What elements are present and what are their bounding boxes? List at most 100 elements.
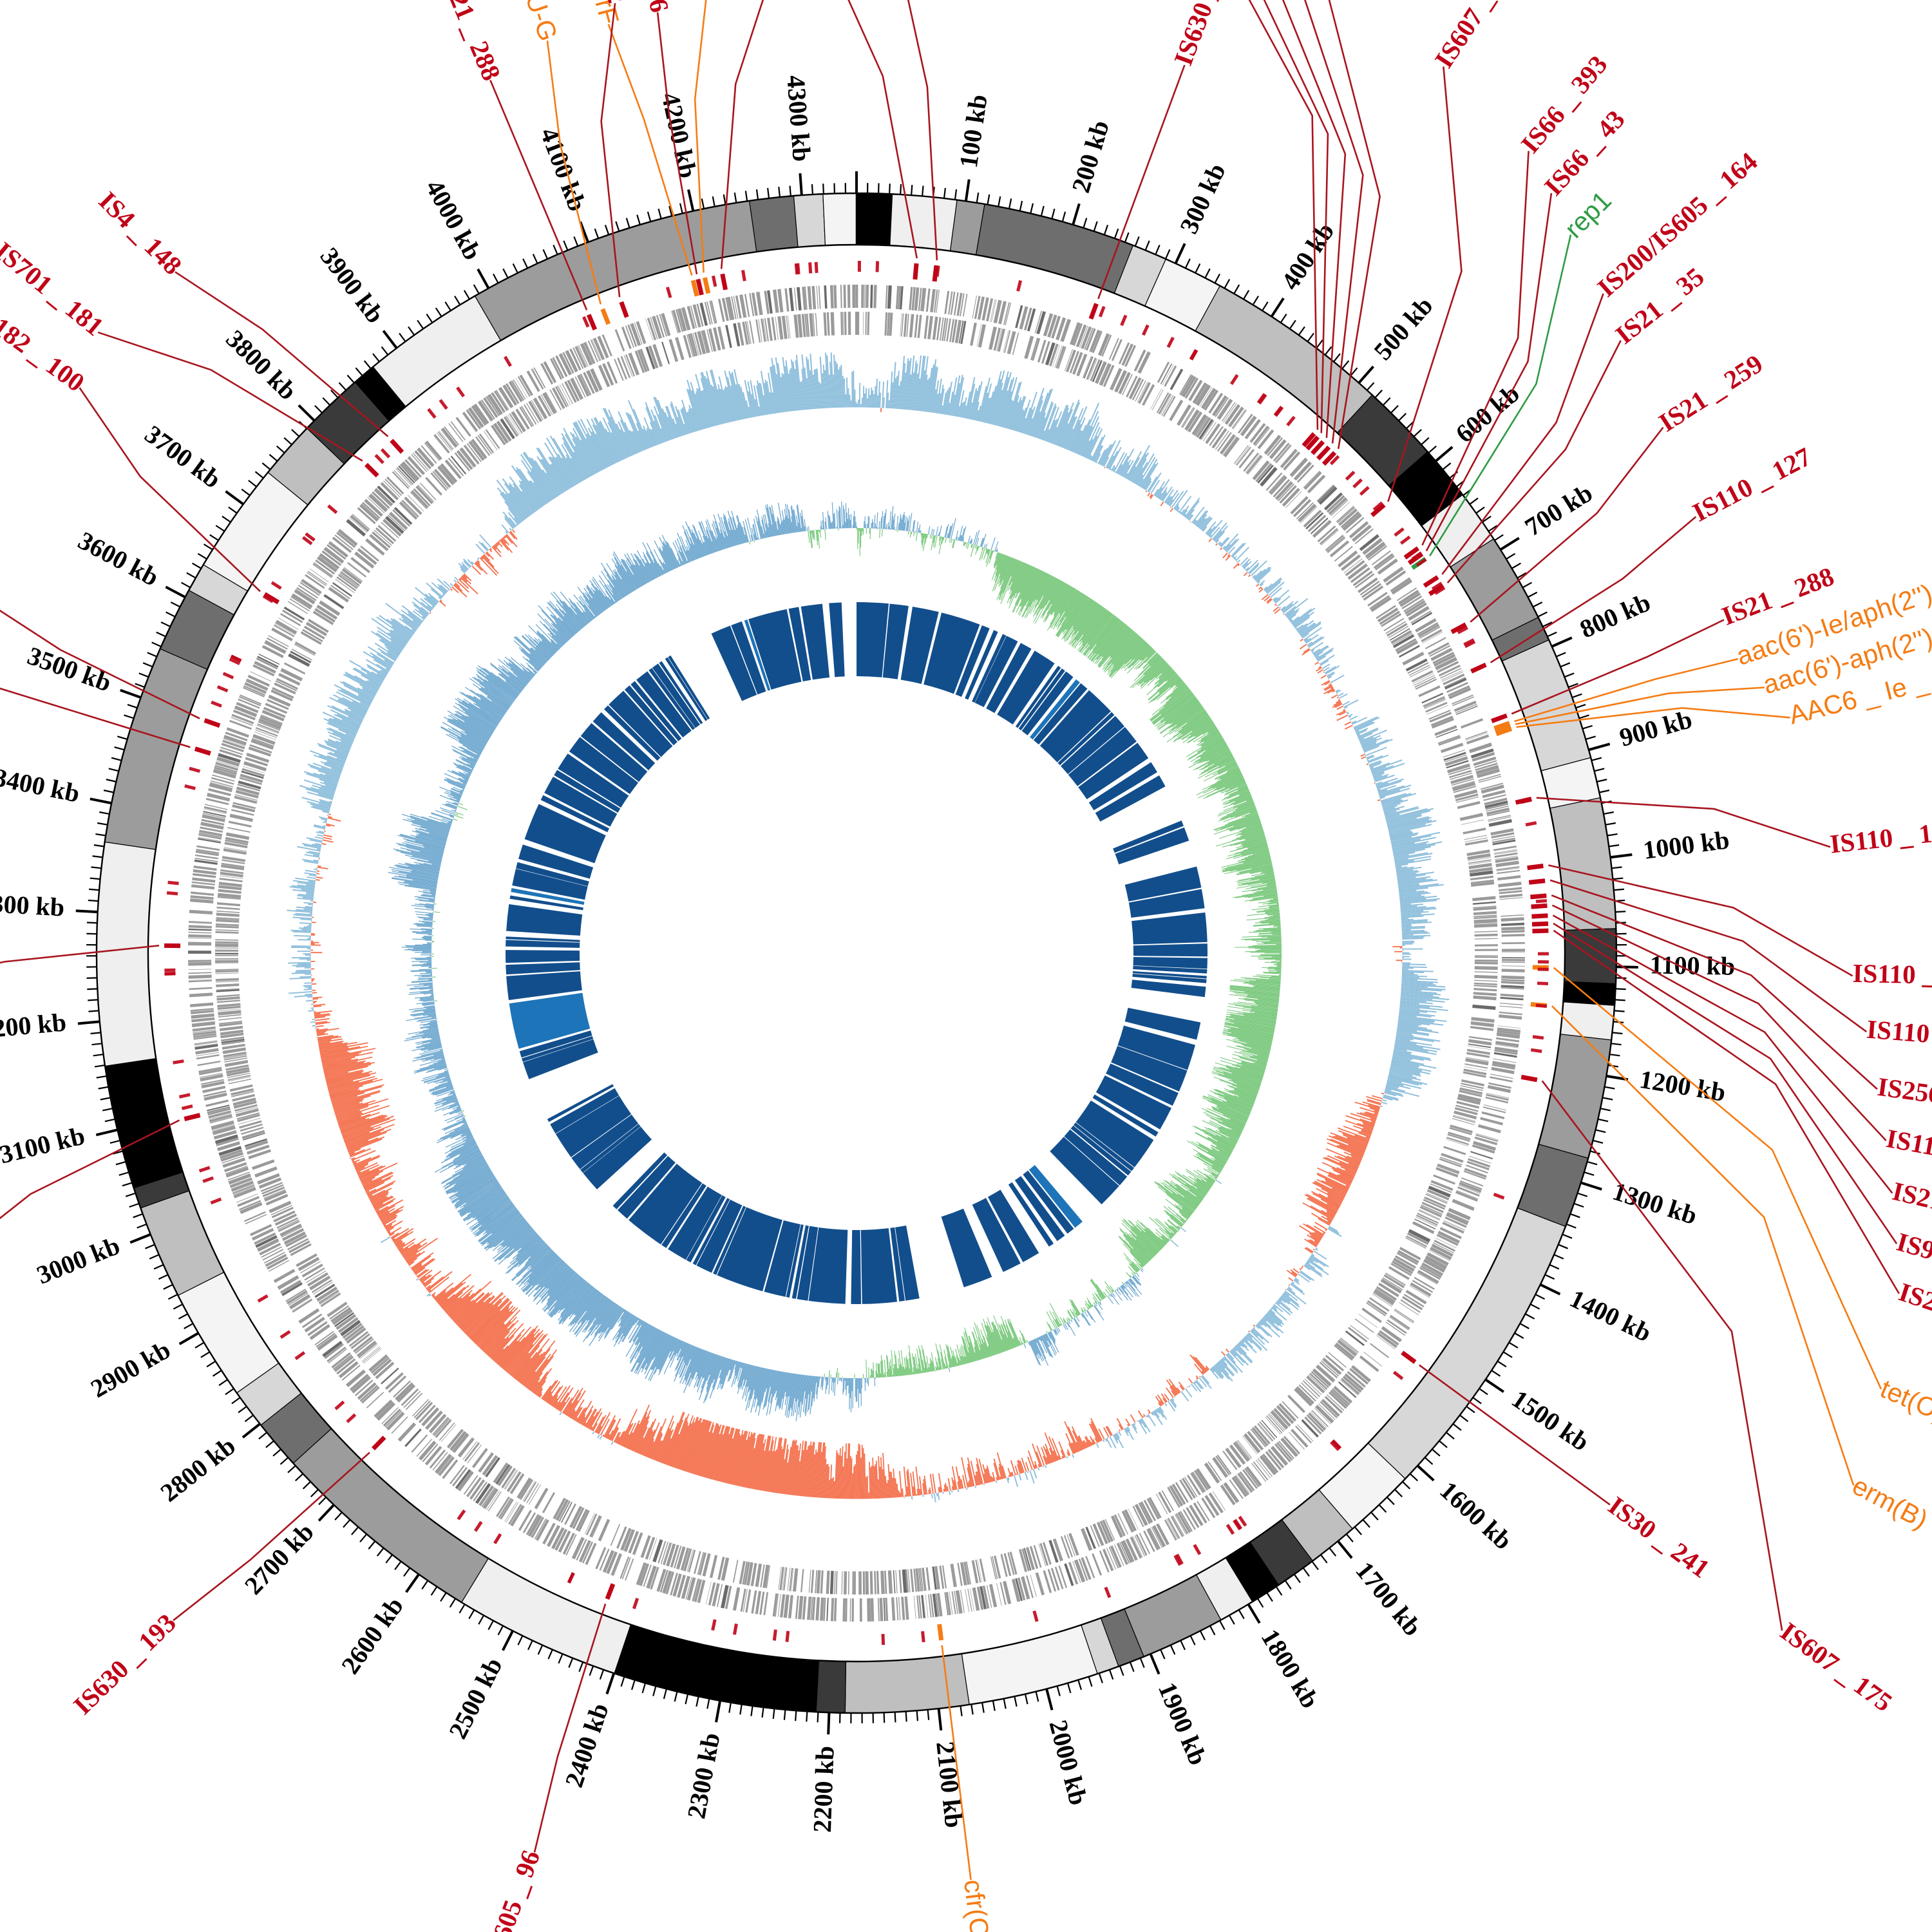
cds-gene-bar xyxy=(411,454,428,472)
axis-tick-minor xyxy=(440,1592,447,1602)
gc-skew-positive-bar xyxy=(1128,466,1137,480)
gc-skew-positive-bar xyxy=(291,945,311,947)
axis-tick-label: 2400 kb xyxy=(559,1700,614,1791)
gc-skew-positive-bar xyxy=(1110,468,1112,471)
gc-skew-positive-bar xyxy=(1123,460,1134,478)
cds-gene-bar xyxy=(816,1570,821,1594)
cds-gene-bar xyxy=(580,374,592,395)
gc-skew-positive-bar xyxy=(1388,819,1430,830)
cds-gene-bar xyxy=(216,902,241,907)
cds-gene-bar xyxy=(220,1149,243,1159)
cds-gene-bar xyxy=(887,312,891,336)
cds-gene-bar xyxy=(281,1226,303,1238)
axis-tick-label: 2200 kb xyxy=(808,1745,840,1833)
cds-gene-bar xyxy=(526,1514,540,1535)
cds-gene-bar xyxy=(844,1598,848,1622)
cds-gene-bar xyxy=(1501,975,1525,980)
gc-skew-negative-bar xyxy=(1222,552,1228,559)
cds-gene-bar xyxy=(1466,1160,1490,1171)
cds-gene-bar xyxy=(1473,916,1497,920)
cds-gene-bar xyxy=(255,729,278,739)
annotation-marker-tick xyxy=(1457,626,1468,634)
cds-gene-bar xyxy=(225,1064,249,1071)
cds-gene-bar xyxy=(510,1504,525,1527)
cds-gene-bar xyxy=(1099,363,1112,386)
gc-skew-positive-bar xyxy=(349,1157,351,1159)
axis-tick-minor xyxy=(160,621,171,627)
axis-tick-minor xyxy=(772,1708,775,1719)
cds-gene-bar xyxy=(298,1256,320,1271)
axis-tick-minor xyxy=(1051,208,1056,219)
cds-gene-bar xyxy=(1244,1468,1260,1488)
gc-skew-positive-bar xyxy=(1114,471,1117,473)
cds-gene-bar xyxy=(760,1564,765,1587)
cds-gene-bar xyxy=(1334,1345,1353,1361)
cds-gene-bar xyxy=(1438,665,1461,677)
cds-gene-bar xyxy=(483,431,498,450)
cds-gene-bar xyxy=(902,1569,907,1593)
cds-gene-bar xyxy=(580,374,591,395)
gc-skew-positive-bar xyxy=(955,377,965,417)
cds-gene-bar xyxy=(1182,1509,1196,1530)
cds-gene-bar xyxy=(1350,567,1370,583)
cds-gene-bar xyxy=(740,1588,746,1612)
gc-skew-positive-bar xyxy=(1066,419,1081,450)
axis-tick-label: 1600 kb xyxy=(1434,1475,1518,1555)
gc-skew-positive-bar xyxy=(1396,1034,1441,1042)
axis-tick-label: 1800 kb xyxy=(1256,1624,1325,1713)
cds-gene-bar xyxy=(307,1321,328,1336)
gc-skew-negative-bar xyxy=(1251,576,1253,578)
axis-tick-minor xyxy=(1366,382,1375,391)
cds-gene-bar xyxy=(357,507,376,524)
cds-gene-bar xyxy=(1425,1255,1448,1270)
gc-skew-positive-bar xyxy=(895,370,900,409)
axis-tick-minor xyxy=(478,1615,485,1625)
cds-gene-bar xyxy=(1457,800,1481,810)
cds-gene-bar xyxy=(1099,1550,1110,1573)
axis-tick-minor xyxy=(167,1294,178,1300)
gc-skew-negative-bar xyxy=(1392,945,1403,947)
gc-skew-positive-bar xyxy=(1180,1391,1189,1402)
cds-gene-bar xyxy=(599,1548,610,1571)
cds-gene-bar xyxy=(775,1593,779,1617)
cds-gene-bar xyxy=(1235,1441,1251,1461)
cds-gene-bar xyxy=(630,323,641,346)
annotation-marker-tick xyxy=(473,1520,483,1532)
cds-gene-bar xyxy=(565,350,578,373)
cds-gene-bar xyxy=(549,358,563,380)
cds-gene-bar xyxy=(1092,330,1103,354)
axis-tick-minor xyxy=(578,1662,584,1672)
cds-gene-bar xyxy=(1377,558,1398,575)
cds-gene-bar xyxy=(357,548,377,565)
gc-skew-positive-bar xyxy=(1200,517,1211,531)
axis-tick-minor xyxy=(102,1108,113,1112)
cds-gene-bar xyxy=(1399,1302,1419,1316)
gc-skew-positive-bar xyxy=(1379,789,1401,797)
gc-skew-positive-bar xyxy=(1402,934,1414,936)
gc-skew-positive-bar xyxy=(1387,1082,1411,1090)
cds-gene-bar xyxy=(263,1251,285,1264)
gc-skew-positive-bar xyxy=(874,386,876,408)
cds-gene-bar xyxy=(598,1519,611,1542)
cds-gene-bar xyxy=(516,1477,532,1499)
gc-skew-positive-bar xyxy=(1231,542,1244,557)
gc-skew-positive-bar xyxy=(1325,665,1340,675)
gc-skew-positive-bar xyxy=(1400,905,1417,909)
cds-gene-bar xyxy=(404,459,422,478)
cds-gene-bar xyxy=(911,287,916,310)
cds-gene-bar xyxy=(562,352,574,374)
cds-gene-bar xyxy=(515,377,528,399)
cds-gene-bar xyxy=(223,847,247,852)
cds-gene-bar xyxy=(946,318,951,342)
gc-skew-positive-bar xyxy=(317,834,324,837)
axis-tick-minor xyxy=(750,1705,753,1716)
gc-skew-positive-bar xyxy=(1185,500,1200,518)
cds-gene-bar xyxy=(1449,770,1472,779)
cds-gene-bar xyxy=(215,980,240,983)
gc-skew-negative-bar xyxy=(1199,1376,1201,1378)
cds-gene-bar xyxy=(337,529,358,546)
cds-gene-bar xyxy=(251,739,274,750)
cds-gene-bar xyxy=(1193,1472,1206,1492)
axis-tick-label: 3800 kb xyxy=(220,324,303,405)
cds-gene-bar xyxy=(880,1571,885,1595)
